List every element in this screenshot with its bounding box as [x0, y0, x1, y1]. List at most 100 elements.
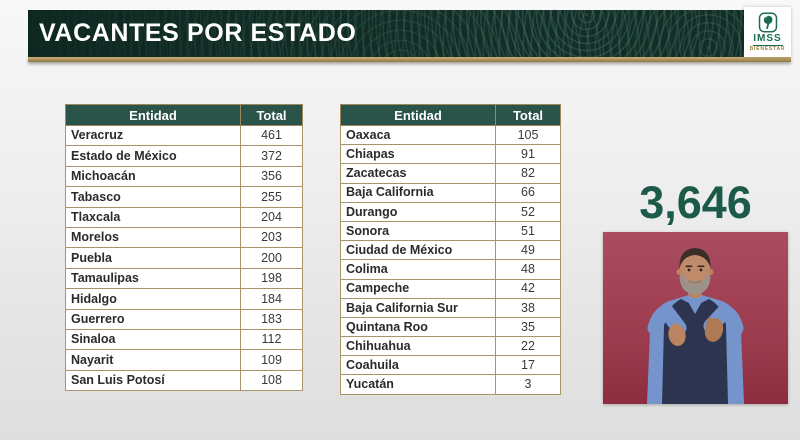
table-row: Baja California Sur 38	[340, 297, 561, 318]
vacancies-table-right: Entidad Total Oaxaca 105 Chiapas 91 Zacatecas…	[340, 104, 561, 395]
total-cell: 91	[495, 144, 561, 165]
entity-cell: Colima	[340, 259, 496, 280]
entity-cell: Baja California Sur	[340, 297, 496, 318]
total-cell: 200	[240, 247, 303, 269]
table-header-row: Entidad Total	[65, 104, 303, 126]
table-row: Oaxaca 105	[340, 124, 561, 146]
table-row: Morelos 203	[65, 226, 303, 249]
total-cell: 49	[495, 240, 561, 261]
imss-logo: IMSS BIENESTAR	[744, 7, 791, 57]
table-row: Quintana Roo 35	[340, 316, 561, 338]
entity-cell: Durango	[340, 201, 496, 222]
table-row: Chiapas 91	[340, 144, 561, 165]
total-cell: 52	[495, 201, 561, 222]
logo-divider	[752, 45, 783, 47]
total-cell: 184	[240, 288, 303, 310]
total-cell: 183	[240, 308, 303, 330]
table-row: Chihuahua 22	[340, 336, 561, 357]
entity-cell: Yucatán	[340, 374, 496, 395]
entity-cell: Veracruz	[65, 124, 241, 147]
entity-cell: Tabasco	[65, 186, 241, 208]
total-cell: 17	[495, 355, 561, 376]
table-row: Tamaulipas 198	[65, 267, 303, 290]
total-cell: 48	[495, 259, 561, 280]
entity-cell: Chiapas	[340, 144, 496, 165]
column-header: Total	[240, 104, 303, 126]
table-row: Campeche 42	[340, 278, 561, 299]
table-row: Zacatecas 82	[340, 163, 561, 184]
table-row: Tabasco 255	[65, 186, 303, 208]
table-row: Nayarit 109	[65, 349, 303, 371]
table-row: Colima 48	[340, 259, 561, 280]
table-row: Hidalgo 184	[65, 288, 303, 310]
entity-cell: Nayarit	[65, 349, 241, 371]
entity-cell: Coahuila	[340, 355, 496, 376]
total-cell: 22	[495, 336, 561, 357]
entity-cell: Tamaulipas	[65, 267, 241, 290]
total-cell: 51	[495, 220, 561, 242]
entity-cell: Campeche	[340, 278, 496, 299]
entity-cell: Quintana Roo	[340, 316, 496, 338]
total-cell: 105	[495, 124, 561, 146]
table-header-row: Entidad Total	[340, 104, 561, 126]
sign-language-interpreter-video	[603, 232, 788, 404]
total-cell: 204	[240, 206, 303, 228]
total-cell: 203	[240, 226, 303, 249]
entity-cell: Sinaloa	[65, 328, 241, 351]
table-row: Durango 52	[340, 201, 561, 222]
table-row: Guerrero 183	[65, 308, 303, 330]
vacancies-table-left: Entidad Total Veracruz 461 Estado de México…	[65, 104, 303, 392]
imss-eagle-icon	[758, 12, 777, 33]
table-row: Michoacán 356	[65, 165, 303, 188]
table-row: Yucatán 3	[340, 374, 561, 395]
entity-cell: Sonora	[340, 220, 496, 242]
entity-cell: San Luis Potosí	[65, 369, 241, 392]
entity-cell: Puebla	[65, 247, 241, 269]
entity-cell: Zacatecas	[340, 163, 496, 184]
entity-cell: Baja California	[340, 182, 496, 203]
total-cell: 198	[240, 267, 303, 290]
total-cell: 35	[495, 316, 561, 338]
table-row: Puebla 200	[65, 247, 303, 269]
table-row: Tlaxcala 204	[65, 206, 303, 228]
total-cell: 109	[240, 349, 303, 371]
table-row: Coahuila 17	[340, 355, 561, 376]
table-row: San Luis Potosí 108	[65, 369, 303, 392]
column-header: Entidad	[340, 104, 496, 126]
entity-cell: Hidalgo	[65, 288, 241, 310]
interpreter-illustration	[603, 232, 788, 404]
total-cell: 372	[240, 145, 303, 167]
total-cell: 66	[495, 182, 561, 203]
total-cell: 356	[240, 165, 303, 188]
total-vacancies-value: 3,646	[639, 177, 752, 228]
total-cell: 38	[495, 297, 561, 318]
entity-cell: Tlaxcala	[65, 206, 241, 228]
table-row: Ciudad de México 49	[340, 240, 561, 261]
imss-logo-text: IMSS	[753, 32, 782, 44]
entity-cell: Morelos	[65, 226, 241, 249]
table-row: Estado de México 372	[65, 145, 303, 167]
table-row: Veracruz 461	[65, 124, 303, 147]
total-cell: 3	[495, 374, 561, 395]
column-header: Entidad	[65, 104, 241, 126]
total-cell: 42	[495, 278, 561, 299]
entity-cell: Estado de México	[65, 145, 241, 167]
total-cell: 255	[240, 186, 303, 208]
total-cell: 112	[240, 328, 303, 351]
imss-logo-tagline: BIENESTAR	[749, 46, 786, 53]
entity-cell: Oaxaca	[340, 124, 496, 146]
table-row: Sonora 51	[340, 220, 561, 242]
total-cell: 461	[240, 124, 303, 147]
total-cell: 82	[495, 163, 561, 184]
total-cell: 108	[240, 369, 303, 392]
page-title: VACANTES POR ESTADO	[39, 19, 357, 47]
table-row: Sinaloa 112	[65, 328, 303, 351]
entity-cell: Chihuahua	[340, 336, 496, 357]
gold-divider	[28, 57, 791, 62]
entity-cell: Michoacán	[65, 165, 241, 188]
entity-cell: Guerrero	[65, 308, 241, 330]
column-header: Total	[495, 104, 561, 126]
table-row: Baja California 66	[340, 182, 561, 203]
title-banner: VACANTES POR ESTADO	[28, 10, 744, 57]
entity-cell: Ciudad de México	[340, 240, 496, 261]
